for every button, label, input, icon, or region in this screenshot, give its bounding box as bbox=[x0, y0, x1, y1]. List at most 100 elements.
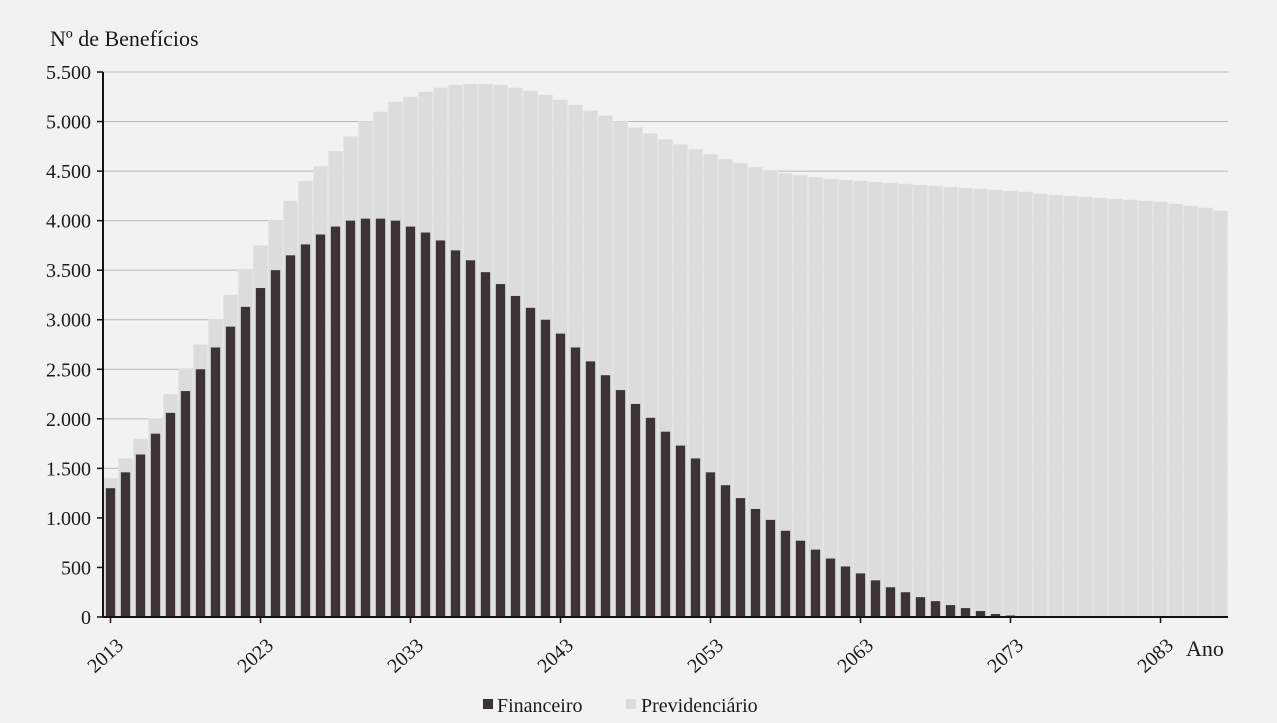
bar-financeiro bbox=[690, 458, 701, 617]
bar-financeiro bbox=[525, 307, 536, 617]
y-tick-label: 1.000 bbox=[46, 508, 91, 530]
bar-financeiro bbox=[720, 485, 731, 617]
bar-financeiro bbox=[600, 375, 611, 617]
bar-financeiro bbox=[345, 220, 356, 618]
bar-previdenciario bbox=[1048, 194, 1063, 618]
bar-previdenciario bbox=[1123, 199, 1138, 618]
bar-financeiro bbox=[330, 226, 341, 617]
y-tick-label: 5.000 bbox=[46, 112, 91, 134]
bar-financeiro bbox=[675, 445, 686, 617]
bar-financeiro bbox=[945, 605, 956, 617]
y-tick-label: 4.500 bbox=[46, 161, 91, 183]
legend-swatch-previdenciario bbox=[626, 699, 636, 709]
bar-financeiro bbox=[120, 472, 131, 617]
y-tick-label: 0 bbox=[81, 607, 91, 629]
bar-previdenciario bbox=[973, 188, 988, 618]
bar-financeiro bbox=[825, 558, 836, 617]
bar-financeiro bbox=[765, 519, 776, 617]
x-axis-title: Ano bbox=[1186, 636, 1224, 661]
bar-financeiro bbox=[465, 260, 476, 617]
bar-financeiro bbox=[870, 580, 881, 617]
legend-swatch-financeiro bbox=[483, 699, 493, 709]
axes bbox=[102, 72, 1228, 618]
bar-financeiro bbox=[885, 587, 896, 617]
bar-previdenciario bbox=[1078, 196, 1093, 618]
bar-financeiro bbox=[915, 597, 926, 617]
bar-previdenciario bbox=[1183, 205, 1198, 618]
bar-financeiro bbox=[375, 218, 386, 617]
bar-financeiro bbox=[105, 488, 116, 617]
bar-previdenciario bbox=[838, 179, 853, 618]
bar-previdenciario bbox=[1063, 195, 1078, 618]
bar-financeiro bbox=[270, 270, 281, 617]
bar-financeiro bbox=[705, 472, 716, 617]
bar-financeiro bbox=[975, 611, 986, 617]
bar-previdenciario bbox=[1213, 210, 1228, 618]
bar-previdenciario bbox=[958, 187, 973, 618]
bar-previdenciario bbox=[1003, 190, 1018, 618]
bar-previdenciario bbox=[823, 178, 838, 618]
bar-financeiro bbox=[810, 549, 821, 617]
bar-previdenciario bbox=[853, 180, 868, 618]
bar-financeiro bbox=[615, 390, 626, 617]
bar-previdenciario bbox=[883, 182, 898, 618]
bar-financeiro bbox=[150, 433, 161, 617]
bar-previdenciario bbox=[868, 181, 883, 618]
bar-financeiro bbox=[630, 403, 641, 617]
y-tick-labels: 0 500 1.000 1.500 2.000 2.500 3.000 3.500 4.000 4… bbox=[46, 62, 91, 629]
y-tick-label: 5.500 bbox=[46, 62, 91, 84]
bar-financeiro bbox=[405, 226, 416, 617]
bar-financeiro bbox=[780, 530, 791, 617]
bar-previdenciario bbox=[1198, 207, 1213, 618]
bar-financeiro bbox=[585, 361, 596, 617]
series-financeiro-bars bbox=[105, 218, 1016, 618]
y-axis-title: Nº de Benefícios bbox=[50, 26, 199, 51]
bar-previdenciario bbox=[913, 184, 928, 618]
bar-financeiro bbox=[840, 566, 851, 617]
bar-financeiro bbox=[300, 244, 311, 617]
bar-previdenciario bbox=[1093, 197, 1108, 618]
bar-previdenciario bbox=[898, 183, 913, 618]
y-tick-label: 500 bbox=[61, 557, 91, 579]
bar-financeiro bbox=[555, 333, 566, 617]
bar-financeiro bbox=[135, 454, 146, 617]
bar-financeiro bbox=[900, 592, 911, 617]
legend-label-previdenciario: Previdenciário bbox=[641, 695, 758, 717]
legend: Financeiro Previdenciário bbox=[483, 695, 758, 717]
bar-financeiro bbox=[315, 234, 326, 617]
legend-label-financeiro: Financeiro bbox=[497, 695, 583, 717]
bar-previdenciario bbox=[1168, 203, 1183, 618]
bar-financeiro bbox=[390, 220, 401, 618]
bar-financeiro bbox=[735, 498, 746, 617]
bar-financeiro bbox=[495, 284, 506, 617]
bar-financeiro bbox=[540, 319, 551, 617]
bar-financeiro bbox=[930, 601, 941, 617]
bar-financeiro bbox=[510, 295, 521, 617]
bar-financeiro bbox=[210, 347, 221, 617]
bar-previdenciario bbox=[943, 186, 958, 618]
bar-previdenciario bbox=[1033, 193, 1048, 618]
bar-financeiro bbox=[990, 614, 1001, 617]
bar-financeiro bbox=[750, 508, 761, 617]
y-tick-label: 2.500 bbox=[46, 359, 91, 381]
bar-previdenciario bbox=[988, 189, 1003, 618]
y-tick-label: 3.000 bbox=[46, 310, 91, 332]
bar-financeiro bbox=[165, 412, 176, 617]
bar-financeiro bbox=[660, 431, 671, 617]
bar-financeiro bbox=[450, 250, 461, 617]
bar-financeiro bbox=[960, 608, 971, 617]
bar-financeiro bbox=[570, 347, 581, 617]
bar-financeiro bbox=[180, 391, 191, 617]
bar-financeiro bbox=[225, 326, 236, 617]
bar-previdenciario bbox=[928, 185, 943, 618]
bar-financeiro bbox=[855, 573, 866, 617]
bar-financeiro bbox=[240, 306, 251, 617]
bar-financeiro bbox=[795, 540, 806, 617]
bar-previdenciario bbox=[1153, 201, 1168, 618]
y-tick-label: 4.000 bbox=[46, 211, 91, 233]
bar-financeiro bbox=[255, 288, 266, 617]
y-tick-label: 3.500 bbox=[46, 260, 91, 282]
y-tick-label: 2.000 bbox=[46, 409, 91, 431]
